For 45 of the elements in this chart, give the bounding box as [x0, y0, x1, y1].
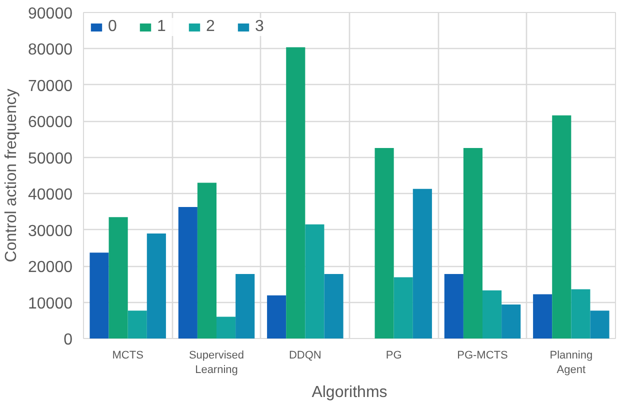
bar [444, 274, 464, 338]
x-tick-label: PG [386, 350, 402, 362]
bar [197, 182, 216, 338]
y-tick-label: 60000 [28, 114, 73, 132]
y-tick-label: 50000 [28, 150, 73, 168]
y-tick-label: 20000 [28, 259, 73, 276]
bar [502, 304, 521, 338]
bar [286, 47, 306, 338]
bar [412, 188, 432, 338]
legend-label: 1 [157, 18, 167, 36]
bar [571, 289, 590, 338]
y-tick-label: 0 [64, 332, 73, 348]
bar [394, 277, 413, 338]
bar [482, 290, 502, 338]
bar [374, 148, 394, 338]
x-tick-label: DDQN [288, 350, 322, 362]
bar [463, 148, 482, 338]
bar [533, 294, 552, 338]
bar [128, 310, 147, 338]
bar [236, 274, 255, 338]
x-axis-title: Algorithms [312, 384, 388, 401]
bar [178, 207, 198, 338]
x-tick-label: MCTS [112, 350, 144, 362]
y-tick-label: 30000 [28, 222, 73, 240]
y-axis-title: Control action frequency [3, 88, 20, 262]
legend-label: 0 [108, 18, 118, 36]
bar [108, 217, 128, 338]
bar [324, 274, 344, 338]
y-tick-label: 10000 [28, 295, 73, 312]
bar [552, 115, 572, 338]
y-tick-label: 80000 [28, 42, 73, 59]
legend-label: 3 [255, 18, 265, 36]
legend-label: 2 [206, 18, 216, 36]
bar [590, 310, 610, 338]
bar [216, 316, 236, 338]
x-tick-label: PG-MCTS [457, 350, 508, 362]
y-tick-label: 40000 [28, 186, 73, 204]
y-tick-label: 70000 [28, 78, 73, 95]
bar [305, 224, 324, 338]
x-tick-label: Supervised Learning [188, 350, 244, 376]
bar [90, 252, 109, 338]
bar [146, 233, 166, 338]
x-tick-label: Planning Agent [550, 350, 593, 376]
bar [267, 295, 286, 338]
y-tick-label: 90000 [28, 6, 73, 22]
